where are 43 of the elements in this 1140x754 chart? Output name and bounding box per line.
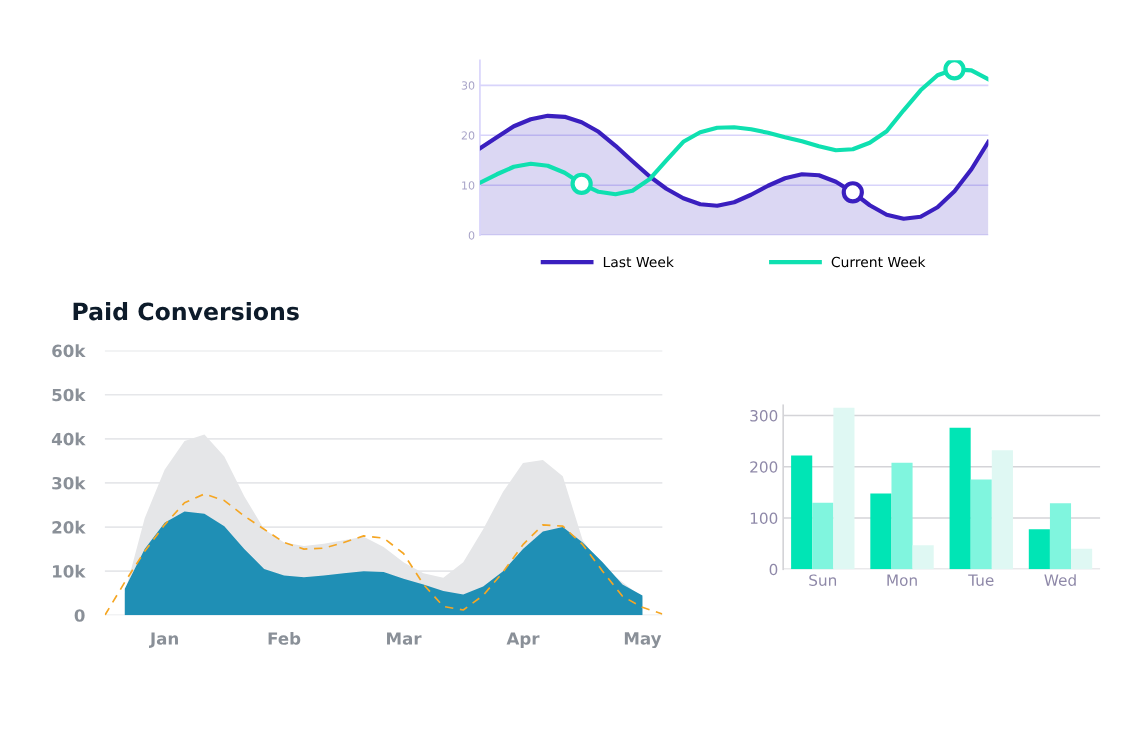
bar	[791, 455, 813, 570]
y-tick-label: 40k	[51, 432, 86, 446]
y-tick-label: 0	[74, 609, 85, 622]
y-tick-label: 10	[462, 181, 475, 190]
bar	[891, 462, 913, 570]
bar	[1028, 529, 1050, 570]
line-series	[104, 493, 663, 616]
bar	[912, 545, 934, 570]
y-tick-label: 0	[468, 231, 475, 240]
point	[570, 172, 593, 195]
x-tick-label: May	[624, 632, 662, 649]
x-tick-label: Mar	[387, 632, 422, 645]
bar	[1071, 548, 1093, 570]
point	[943, 60, 966, 81]
bar	[833, 407, 855, 570]
y-tick-label: 20k	[52, 520, 86, 534]
x-tick-label: Apr	[506, 632, 540, 649]
bar	[949, 427, 971, 570]
point	[841, 181, 864, 204]
y-tick-label: 10k	[53, 564, 86, 578]
bar	[1049, 503, 1072, 570]
legend-label: Current Week	[831, 256, 926, 268]
y-tick-label: 200	[750, 461, 778, 473]
chart-title: Paid Conversions	[73, 302, 299, 321]
y-tick-label: 100	[750, 512, 778, 525]
x-tick-label: Mon	[887, 574, 917, 586]
y-tick-label: 50k	[52, 388, 86, 402]
x-tick-label: Tue	[968, 574, 994, 586]
y-tick-label: 0	[769, 563, 778, 576]
x-tick-label: Feb	[268, 631, 301, 645]
y-tick-label: 300	[750, 409, 778, 422]
bar	[812, 502, 834, 570]
x-tick-label: Wed	[1044, 574, 1076, 586]
bar	[870, 493, 892, 570]
y-tick-label: 60k	[52, 344, 86, 358]
legend-label: Last Week	[603, 256, 674, 268]
y-tick-label: 30k	[52, 476, 86, 490]
x-tick-label: Sun	[809, 574, 837, 586]
y-tick-label: 30	[461, 81, 475, 90]
bar	[970, 479, 992, 570]
bar	[991, 450, 1013, 570]
x-tick-label: Jan	[149, 632, 178, 648]
y-tick-label: 20	[461, 131, 475, 140]
